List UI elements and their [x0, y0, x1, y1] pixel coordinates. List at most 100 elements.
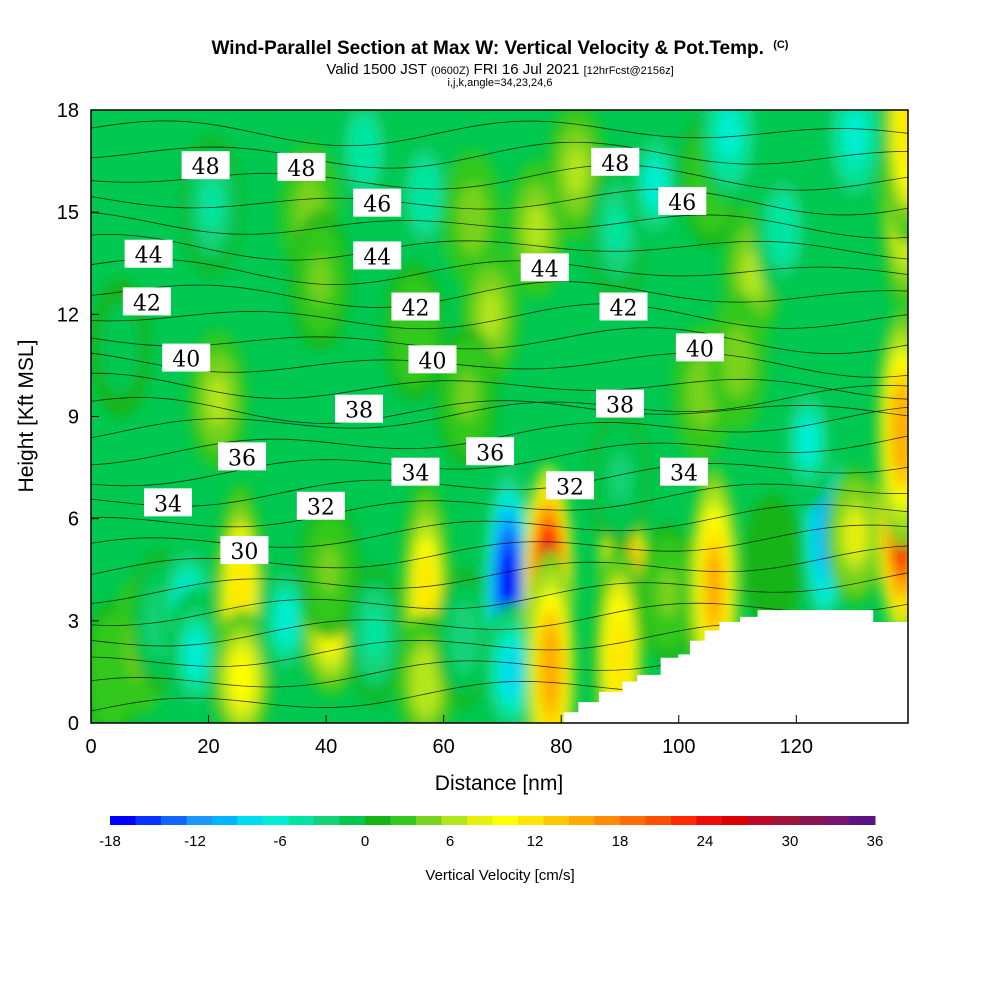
isentrope-label-text: 44 [135, 244, 163, 269]
velocity-contour [318, 545, 340, 595]
colorbar-swatch [161, 816, 187, 825]
isentrope-line [91, 545, 908, 604]
velocity-contour [456, 371, 478, 421]
colorbar-swatch [263, 816, 289, 825]
velocity-contour [231, 654, 253, 704]
isentrope-label-box [162, 343, 211, 372]
isentrope-label-text: 38 [345, 399, 373, 424]
x-tick-label: 60 [433, 736, 455, 758]
isentrope-label-text: 42 [610, 297, 638, 322]
x-tick-label: 80 [550, 736, 572, 758]
colorbar-swatch [416, 816, 442, 825]
colorbar-tick-label: 30 [782, 833, 799, 850]
velocity-cell [165, 585, 226, 723]
colorbar-swatch [135, 816, 162, 825]
isentrope-label-box [220, 536, 269, 565]
colorbar-swatch [518, 816, 544, 825]
isentrope-line [91, 120, 908, 147]
isentrope-label: 42 [599, 292, 648, 322]
isentrope-label: 40 [675, 333, 724, 362]
colorbar-swatch [492, 816, 519, 825]
velocity-cell [590, 408, 650, 548]
isentrope-label-text: 42 [133, 291, 161, 316]
velocity-cell [707, 292, 768, 432]
velocity-contour [364, 609, 386, 659]
y-tick-label: 15 [57, 202, 79, 224]
x-axis-label: Distance [nm] [435, 772, 563, 795]
colorbar-tick-label: 36 [867, 833, 884, 850]
colorbar-swatch [696, 816, 723, 825]
isentrope-label: 46 [658, 186, 707, 216]
isentrope-label-box [353, 241, 402, 270]
x-tick-label: 40 [315, 736, 337, 758]
velocity-contour [414, 170, 436, 220]
velocity-contour [609, 453, 631, 503]
colorbar-swatch [849, 816, 876, 825]
velocity-contour [565, 146, 587, 196]
velocity-cell [688, 467, 740, 706]
velocity-cell [593, 539, 645, 723]
velocity-contour [606, 204, 628, 254]
isentrope-label-text: 48 [192, 155, 220, 180]
colorbar-tick-label: 12 [527, 833, 544, 850]
colorbar-swatch [186, 816, 213, 825]
isentrope-line [91, 327, 908, 354]
velocity-contour [275, 596, 297, 646]
colorbar-swatch [645, 816, 672, 825]
isentrope-line [91, 234, 908, 261]
velocity-cell [825, 466, 885, 605]
isentrope-line [91, 463, 908, 507]
isentrope-label-box [143, 488, 192, 517]
isentrope-line [91, 141, 908, 169]
colorbar-swatch [798, 816, 825, 825]
velocity-contour [541, 626, 560, 711]
colorbar-tick-label: -18 [99, 833, 121, 850]
copyright-mark: (C) [773, 39, 789, 51]
isentrope-label: 36 [466, 437, 515, 466]
velocity-cell [625, 115, 685, 255]
x-tick-label: 0 [85, 736, 96, 758]
colorbar-tick-label: 24 [697, 833, 714, 850]
isentrope-label-box [595, 389, 644, 418]
isentrope-label-text: 48 [601, 152, 629, 177]
isentrope-label-box [218, 442, 267, 471]
colorbar-tick-label: -6 [273, 833, 286, 850]
isentrope-line [91, 572, 908, 626]
velocity-cell [299, 500, 359, 640]
isentrope-line [91, 397, 908, 424]
isentrope-line [91, 281, 908, 308]
velocity-contour [415, 657, 437, 707]
isentrope-label-box [391, 292, 440, 321]
velocity-contour [898, 110, 908, 170]
velocity-contour [609, 616, 628, 701]
velocity-cell [384, 262, 444, 401]
isentrope-label: 30 [220, 536, 269, 565]
colorbar-swatch [671, 816, 697, 825]
isentrope-label-box [277, 152, 326, 181]
velocity-cell [524, 549, 577, 723]
velocity-contour [353, 126, 375, 176]
colorbar-swatch [441, 816, 468, 825]
isentrope-label: 38 [595, 389, 644, 419]
isentrope-label-text: 30 [230, 540, 258, 565]
velocity-cell [825, 110, 885, 207]
velocity-cell [256, 551, 316, 691]
y-tick-label: 18 [57, 100, 79, 122]
isentrope-label-box [466, 437, 515, 466]
velocity-cell [290, 210, 350, 350]
velocity-contour [109, 323, 131, 373]
velocity-contour [797, 415, 819, 465]
colorbar-swatch [722, 816, 748, 825]
y-tick-label: 0 [68, 713, 79, 735]
isentrope-label: 34 [660, 457, 709, 487]
isentrope-label-box [296, 491, 345, 520]
isentrope-label-box [408, 345, 457, 374]
colorbar-swatch [594, 816, 621, 825]
isentrope-label-box [660, 457, 709, 486]
velocity-cell [882, 110, 908, 246]
velocity-contour [727, 337, 749, 387]
velocity-contour [501, 647, 523, 697]
y-tick-label: 3 [68, 611, 79, 633]
x-tick-label: 20 [197, 736, 219, 758]
